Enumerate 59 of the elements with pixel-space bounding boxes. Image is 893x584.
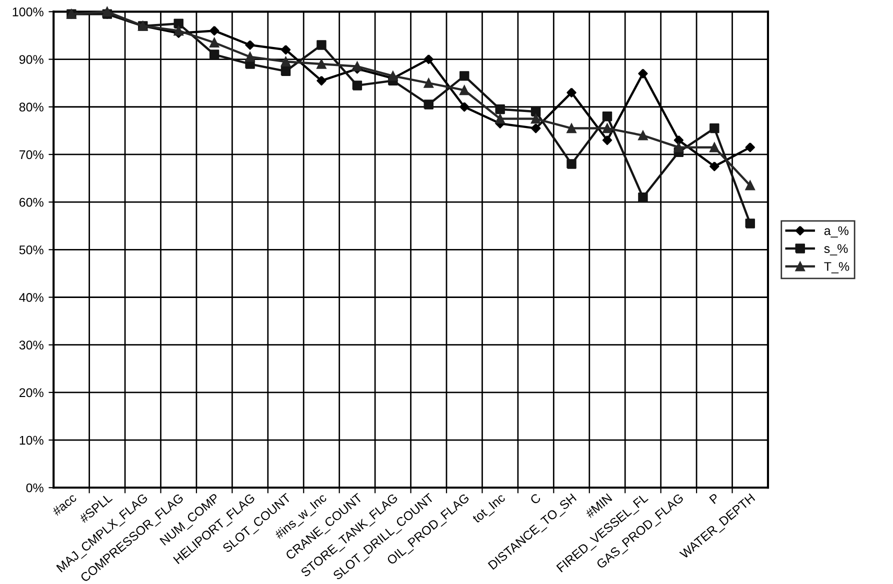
y-tick-label: 10% (20, 436, 44, 445)
y-tick-label: 70% (19, 150, 44, 160)
point (245, 40, 255, 50)
point (710, 162, 720, 172)
point (674, 142, 684, 152)
point (566, 88, 576, 98)
y-tick-label: 40% (19, 293, 44, 302)
point (710, 142, 720, 152)
point (530, 114, 541, 124)
point (209, 50, 220, 60)
point (316, 40, 326, 50)
y-tick-label: 20% (19, 388, 44, 398)
point (566, 159, 576, 169)
point (209, 26, 220, 36)
y-tick-label: 80% (19, 102, 44, 112)
point (602, 112, 612, 122)
point (745, 142, 755, 152)
y-tick-label: 100% (12, 7, 44, 16)
point (424, 54, 434, 64)
point (424, 78, 434, 88)
point (102, 6, 112, 17)
y-tick-label: 90% (19, 55, 44, 64)
point (602, 123, 612, 134)
point (638, 68, 648, 78)
legend-label: s_% (824, 244, 848, 256)
point (209, 38, 220, 48)
point (745, 218, 755, 228)
point (174, 18, 184, 28)
point (424, 100, 434, 110)
y-tick-label: 30% (19, 340, 44, 350)
point (316, 59, 326, 69)
point (530, 123, 541, 134)
point (745, 180, 755, 190)
point (245, 52, 255, 62)
point (460, 85, 470, 96)
point (638, 130, 648, 140)
point (388, 71, 398, 81)
point (352, 80, 362, 90)
point (280, 44, 291, 55)
point (495, 114, 505, 124)
legend-label: T_% (824, 262, 850, 274)
point (602, 135, 612, 146)
point (352, 62, 362, 72)
point (566, 123, 576, 134)
legend-label: a_% (824, 226, 848, 238)
point (460, 102, 470, 112)
point (316, 76, 326, 86)
point (638, 192, 648, 202)
point (530, 106, 541, 116)
point (174, 26, 184, 36)
y-tick-label: 0% (26, 483, 44, 492)
y-tick-label: 50% (19, 245, 44, 254)
point (495, 104, 505, 114)
y-tick-label: 60% (19, 198, 44, 207)
point (280, 66, 291, 76)
point (280, 56, 291, 67)
point (460, 71, 470, 81)
point (710, 123, 720, 134)
point (674, 135, 684, 146)
